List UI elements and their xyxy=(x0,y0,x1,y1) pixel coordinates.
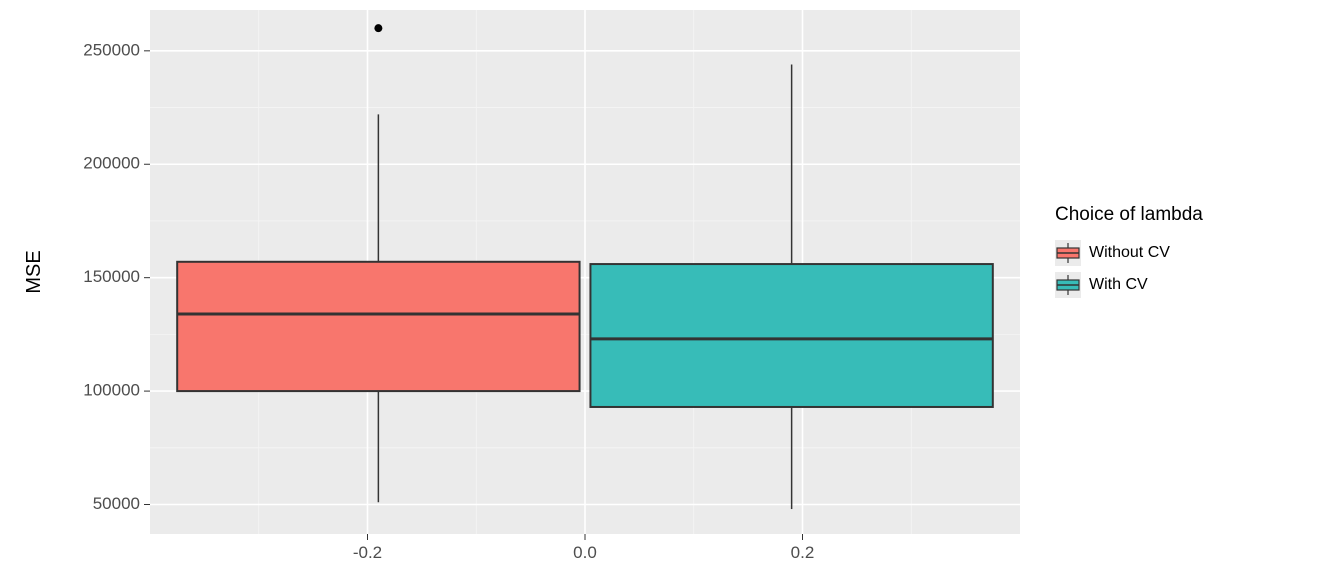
legend-title: Choice of lambda xyxy=(1055,204,1203,225)
boxplot-chart: 50000 100000 150000 200000 250000 -0.2 0.0 0.2 M… xyxy=(0,0,1344,576)
outlier-point xyxy=(374,24,382,32)
box-0 xyxy=(177,262,579,391)
x-tick-label: 0.0 xyxy=(573,543,597,562)
y-tick-label: 50000 xyxy=(93,494,140,513)
legend-label: With CV xyxy=(1089,276,1148,293)
legend-label: Without CV xyxy=(1089,244,1170,261)
x-tick-label: -0.2 xyxy=(353,543,382,562)
y-tick-label: 250000 xyxy=(83,40,140,59)
box-1 xyxy=(590,264,992,407)
y-tick-label: 100000 xyxy=(83,381,140,400)
y-tick-label: 200000 xyxy=(83,154,140,173)
chart-svg: 50000 100000 150000 200000 250000 -0.2 0.0 0.2 M… xyxy=(0,0,1344,576)
y-axis-label: MSE xyxy=(23,250,45,293)
y-tick-label: 150000 xyxy=(83,267,140,286)
x-tick-label: 0.2 xyxy=(791,543,815,562)
